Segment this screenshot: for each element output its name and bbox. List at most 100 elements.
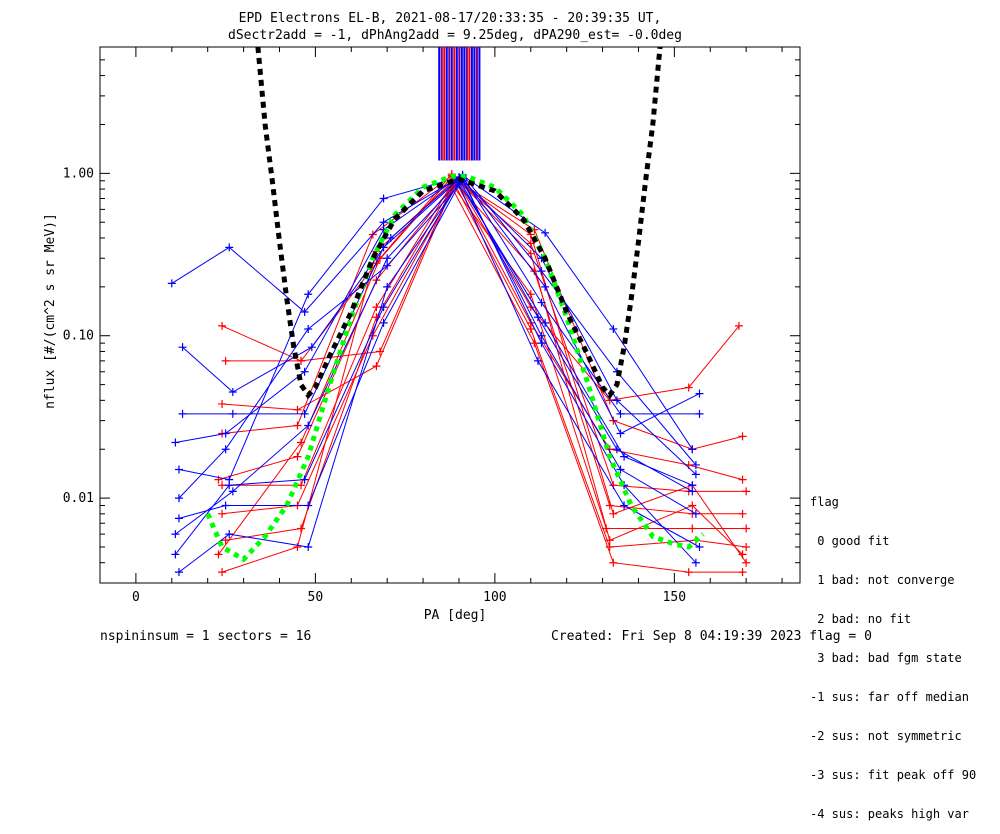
data-point (616, 429, 625, 438)
data-point (609, 325, 618, 334)
data-point (742, 542, 751, 551)
data-point (386, 233, 395, 242)
data-point (530, 339, 539, 348)
pitch-angle-chart: EPD Electrons EL-B, 2021-08-17/20:33:35 … (43, 11, 872, 644)
data-point (537, 339, 546, 348)
x-axis-label: PA [deg] (424, 608, 487, 623)
data-point (293, 405, 302, 414)
data-point (293, 542, 302, 551)
data-point (218, 481, 227, 490)
data-point (383, 282, 392, 291)
data-point (605, 536, 614, 545)
data-point (691, 470, 700, 479)
data-point (541, 228, 550, 237)
data-point (218, 399, 227, 408)
data-point (304, 421, 313, 430)
data-point (372, 362, 381, 371)
data-point (228, 487, 237, 496)
data-point (526, 249, 535, 258)
data-point (304, 325, 313, 334)
data-point (171, 550, 180, 559)
data-point (293, 421, 302, 430)
data-point (178, 409, 187, 418)
x-tick-label: 0 (132, 590, 140, 605)
data-point (174, 514, 183, 523)
footer-left: nspininsum = 1 sectors = 16 (100, 629, 311, 644)
data-point (293, 452, 302, 461)
series-line (175, 176, 700, 535)
series-line (222, 184, 747, 548)
chart-subtitle: dSectr2add = -1, dPhAng2add = 9.25deg, d… (228, 28, 682, 43)
data-point (225, 243, 234, 252)
data-point (304, 290, 313, 299)
series-line (221, 178, 747, 573)
data-point (688, 445, 697, 454)
data-point (304, 542, 313, 551)
series-line (178, 179, 697, 515)
series-line (171, 174, 693, 450)
data-point (688, 481, 697, 490)
data-point (738, 550, 747, 559)
data-point (684, 568, 693, 577)
data-point (214, 550, 223, 559)
data-point (218, 509, 227, 518)
data-point (379, 318, 388, 327)
data-point (537, 331, 546, 340)
data-point (742, 524, 751, 533)
data-point (383, 261, 392, 270)
black-fit-curve (255, 47, 663, 400)
data-point (454, 180, 463, 189)
data-point (221, 429, 230, 438)
legend-item: -4 sus: peaks high var (810, 807, 969, 821)
y-tick-label: 0.10 (63, 329, 94, 344)
green-fit-curve (205, 173, 705, 563)
data-point (541, 318, 550, 327)
data-point (307, 343, 316, 352)
data-point (541, 282, 550, 291)
data-point (221, 356, 230, 365)
series-line (175, 176, 697, 475)
data-point (537, 267, 546, 276)
data-point (609, 509, 618, 518)
data-point (738, 509, 747, 518)
data-point (612, 396, 621, 405)
x-tick-label: 50 (308, 590, 324, 605)
data-point (738, 475, 747, 484)
data-point (695, 409, 704, 418)
data-point (297, 481, 306, 490)
data-point (379, 194, 388, 203)
data-point (174, 465, 183, 474)
series-line (182, 178, 693, 492)
data-point (379, 303, 388, 312)
data-point (691, 460, 700, 469)
data-point (300, 475, 309, 484)
data-point (174, 568, 183, 577)
legend-item: -3 sus: fit peak off 90 (810, 768, 977, 782)
data-point (537, 298, 546, 307)
data-point (533, 356, 542, 365)
series-line (225, 186, 743, 573)
data-point (218, 568, 227, 577)
plot-area: 0 50 100 150 0.01 0.10 1.00 (63, 46, 801, 605)
data-point (171, 530, 180, 539)
data-point (372, 303, 381, 312)
series-line (182, 174, 697, 466)
data-point (742, 487, 751, 496)
data-point (616, 465, 625, 474)
data-point (383, 254, 392, 263)
data-point (300, 409, 309, 418)
data-point (738, 432, 747, 441)
data-point (225, 530, 234, 539)
data-point (688, 501, 697, 510)
series-line (222, 179, 743, 481)
data-point (738, 568, 747, 577)
footer-right: Created: Fri Sep 8 04:19:39 2023 flag = … (551, 629, 872, 644)
data-point (695, 389, 704, 398)
data-point (174, 494, 183, 503)
data-point (167, 279, 176, 288)
legend-item: -1 sus: far off median (810, 690, 969, 704)
data-point (526, 325, 535, 334)
x-tick-label: 150 (663, 590, 686, 605)
data-point (171, 438, 180, 447)
series-line (178, 183, 700, 548)
